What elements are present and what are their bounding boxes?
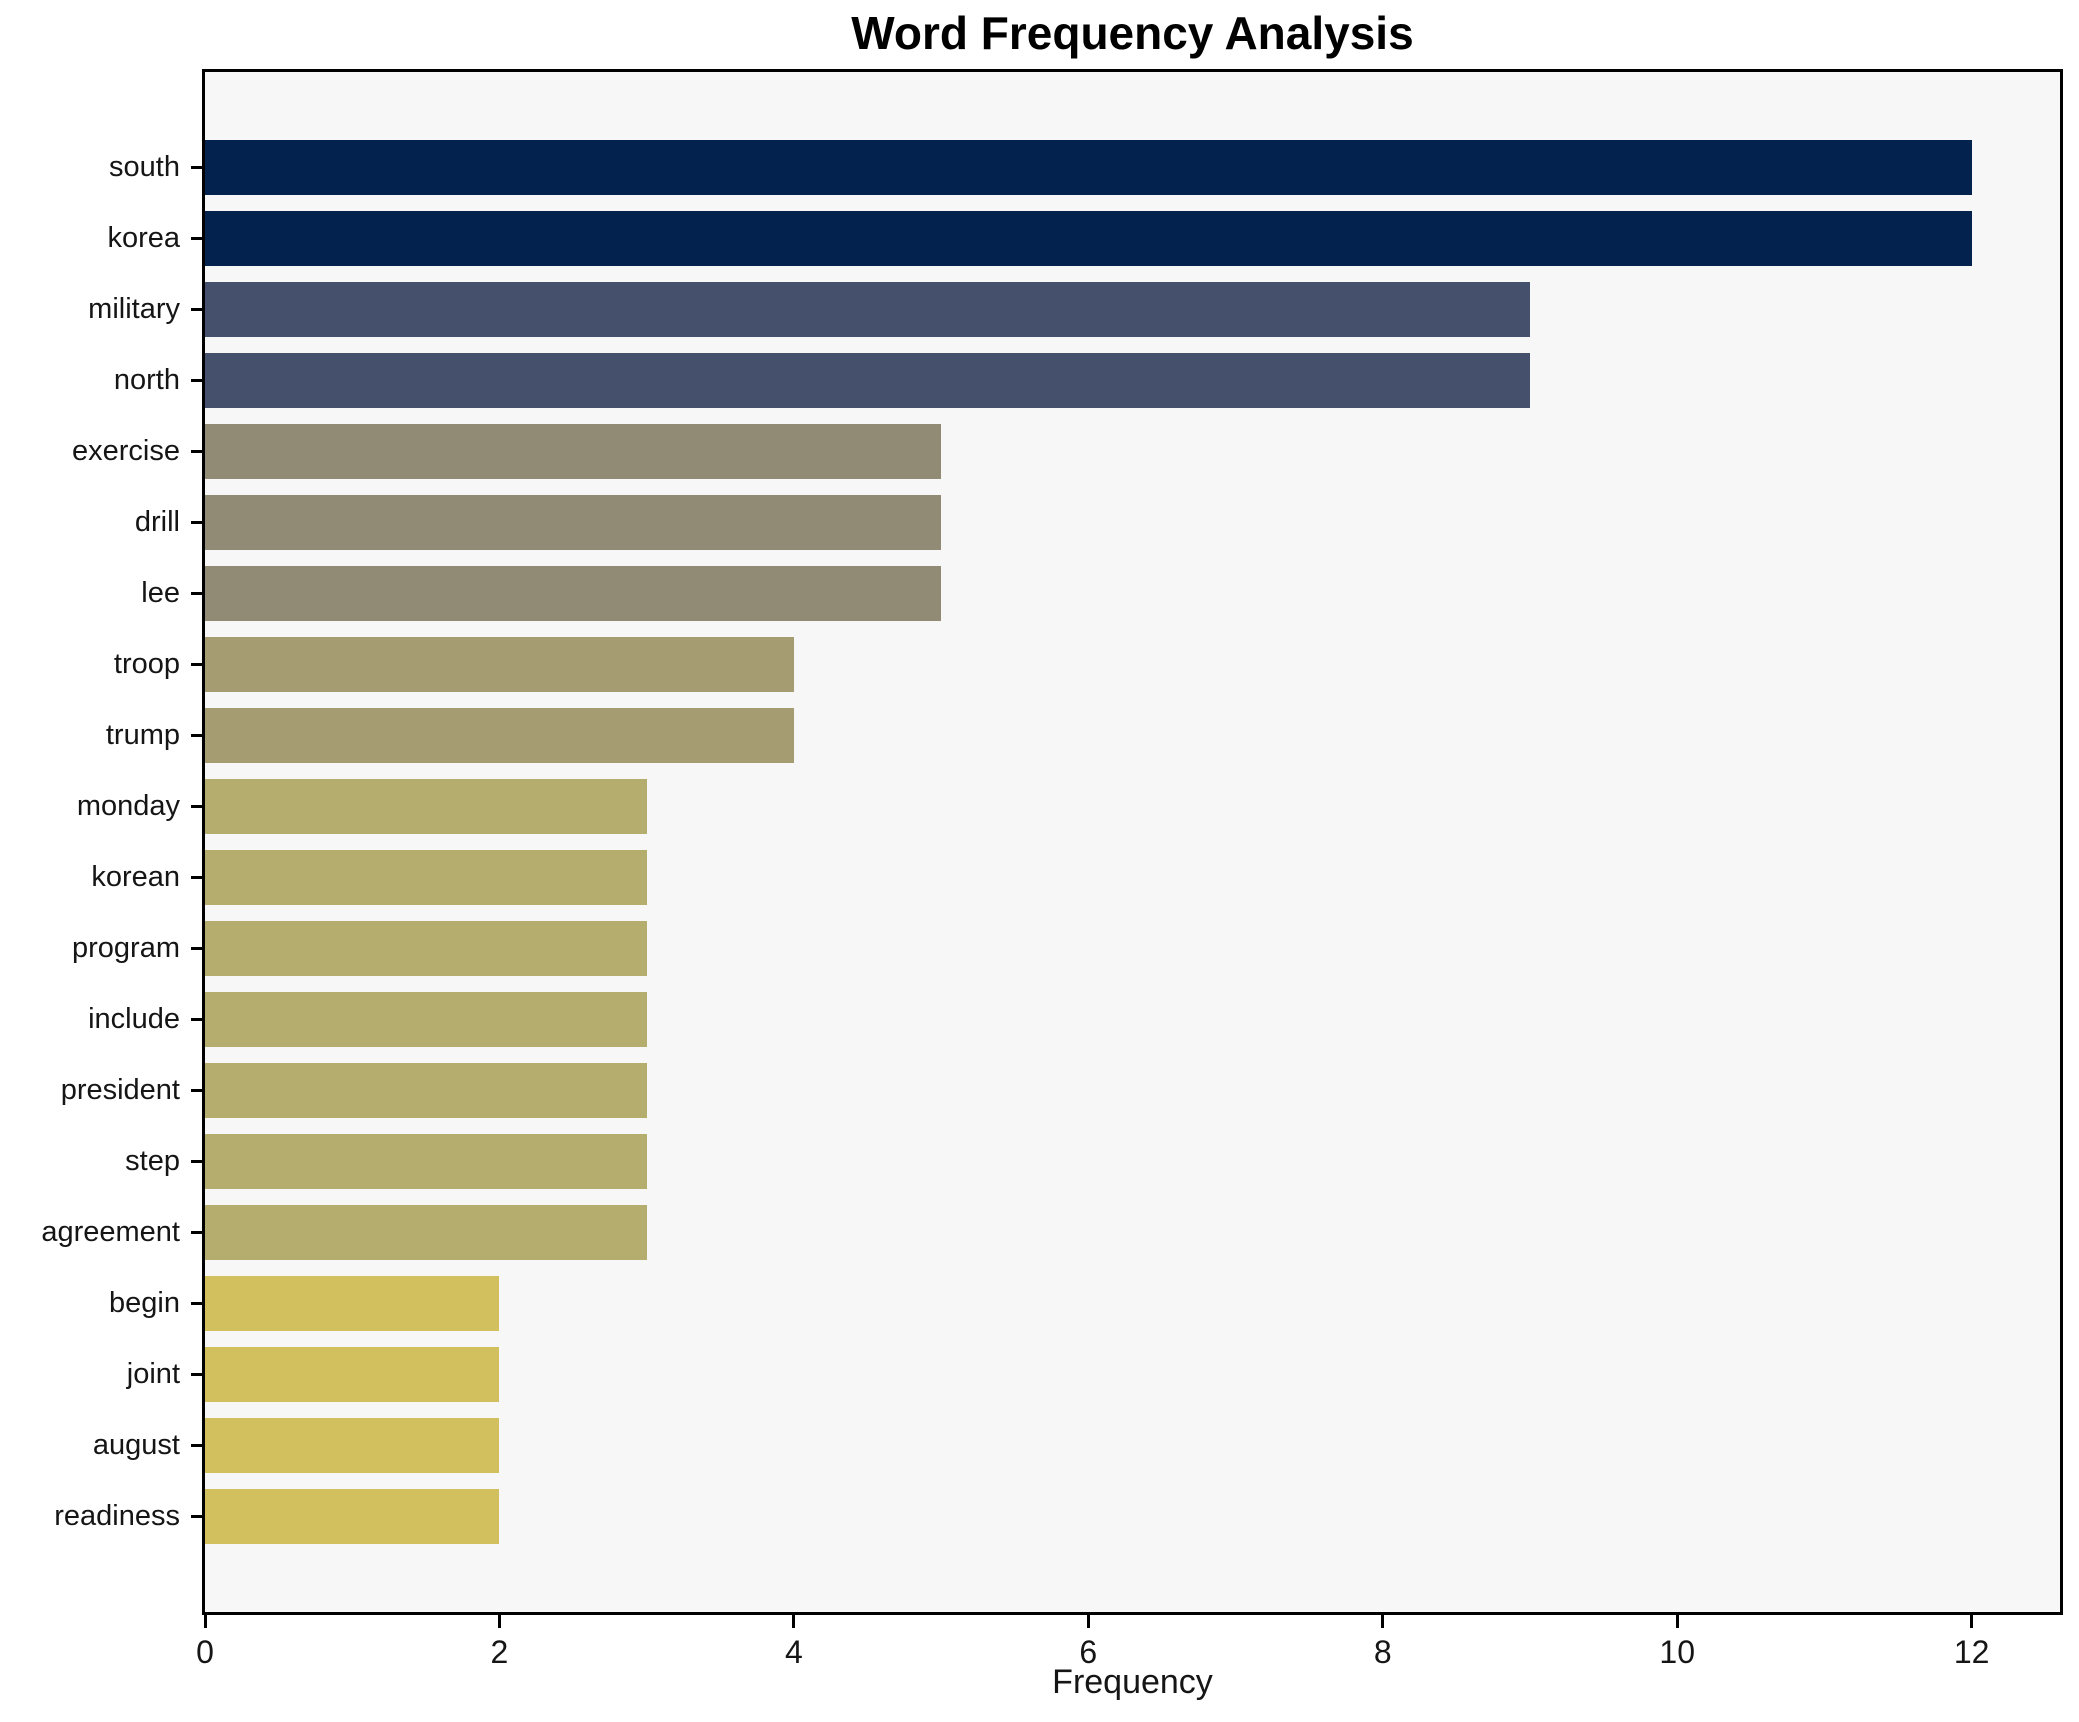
bar-lee [205, 566, 942, 621]
bar-joint [205, 1347, 500, 1402]
bar-step [205, 1134, 647, 1189]
x-tick-label-6: 6 [1079, 1634, 1098, 1670]
bar-troop [205, 637, 794, 692]
y-tick-mark [191, 1515, 203, 1518]
y-tick-mark [191, 1018, 203, 1021]
y-tick-mark [191, 663, 203, 666]
y-tick-mark [191, 1089, 203, 1092]
y-tick-mark [191, 379, 203, 382]
y-tick-label-president: president [60, 1074, 180, 1106]
bar-south [205, 140, 1972, 195]
bar-begin [205, 1276, 500, 1331]
x-tick-mark [1086, 1615, 1090, 1628]
y-tick-mark [191, 734, 203, 737]
chart-title: Word Frequency Analysis [851, 7, 1414, 59]
y-tick-label-include: include [88, 1003, 180, 1035]
x-tick-mark [203, 1615, 207, 1628]
y-tick-label-exercise: exercise [72, 435, 180, 467]
y-tick-mark [191, 1444, 203, 1447]
y-tick-label-north: north [113, 364, 180, 396]
bar-agreement [205, 1205, 647, 1260]
x-tick-mark [1381, 1615, 1385, 1628]
y-tick-label-drill: drill [134, 506, 180, 538]
x-tick-label-10: 10 [1659, 1634, 1696, 1670]
y-tick-label-trump: trump [105, 719, 180, 751]
y-tick-label-lee: lee [141, 577, 180, 609]
y-tick-mark [191, 805, 203, 808]
y-tick-label-korea: korea [107, 222, 180, 254]
y-tick-mark [191, 166, 203, 169]
y-tick-mark [191, 237, 203, 240]
bar-korean [205, 850, 647, 905]
y-tick-label-troop: troop [113, 648, 180, 680]
bar-program [205, 921, 647, 976]
x-tick-mark [1675, 1615, 1679, 1628]
y-tick-mark [191, 1160, 203, 1163]
y-tick-label-agreement: agreement [41, 1216, 180, 1248]
bar-military [205, 282, 1530, 337]
bar-president [205, 1063, 647, 1118]
bar-august [205, 1418, 500, 1473]
y-tick-mark [191, 1231, 203, 1234]
y-tick-label-begin: begin [109, 1287, 180, 1319]
y-tick-label-august: august [92, 1429, 180, 1461]
y-tick-mark [191, 1373, 203, 1376]
x-tick-mark [792, 1615, 796, 1628]
bar-trump [205, 708, 794, 763]
y-tick-label-readiness: readiness [54, 1500, 180, 1532]
y-tick-mark [191, 308, 203, 311]
x-tick-label-2: 2 [490, 1634, 509, 1670]
x-tick-mark [497, 1615, 501, 1628]
y-tick-mark [191, 947, 203, 950]
bar-north [205, 353, 1530, 408]
y-tick-label-military: military [88, 293, 180, 325]
y-tick-label-south: south [109, 151, 180, 183]
y-tick-label-program: program [72, 932, 180, 964]
y-tick-label-joint: joint [126, 1358, 180, 1390]
x-tick-label-0: 0 [196, 1634, 214, 1670]
x-axis-title: Frequency [1052, 1663, 1213, 1701]
y-tick-mark [191, 876, 203, 879]
bar-monday [205, 779, 647, 834]
bar-korea [205, 211, 1972, 266]
y-tick-mark [191, 521, 203, 524]
x-tick-mark [1970, 1615, 1974, 1628]
y-tick-label-step: step [125, 1145, 180, 1177]
y-tick-label-korean: korean [91, 861, 180, 893]
y-tick-label-monday: monday [76, 790, 180, 822]
plot-area [202, 69, 2063, 1615]
bar-include [205, 992, 647, 1047]
y-tick-mark [191, 1302, 203, 1305]
bar-readiness [205, 1489, 500, 1544]
y-tick-mark [191, 450, 203, 453]
x-tick-label-8: 8 [1373, 1634, 1392, 1670]
y-tick-mark [191, 592, 203, 595]
x-tick-label-4: 4 [784, 1634, 803, 1670]
bar-drill [205, 495, 942, 550]
bar-exercise [205, 424, 942, 479]
x-tick-label-12: 12 [1953, 1634, 1990, 1670]
